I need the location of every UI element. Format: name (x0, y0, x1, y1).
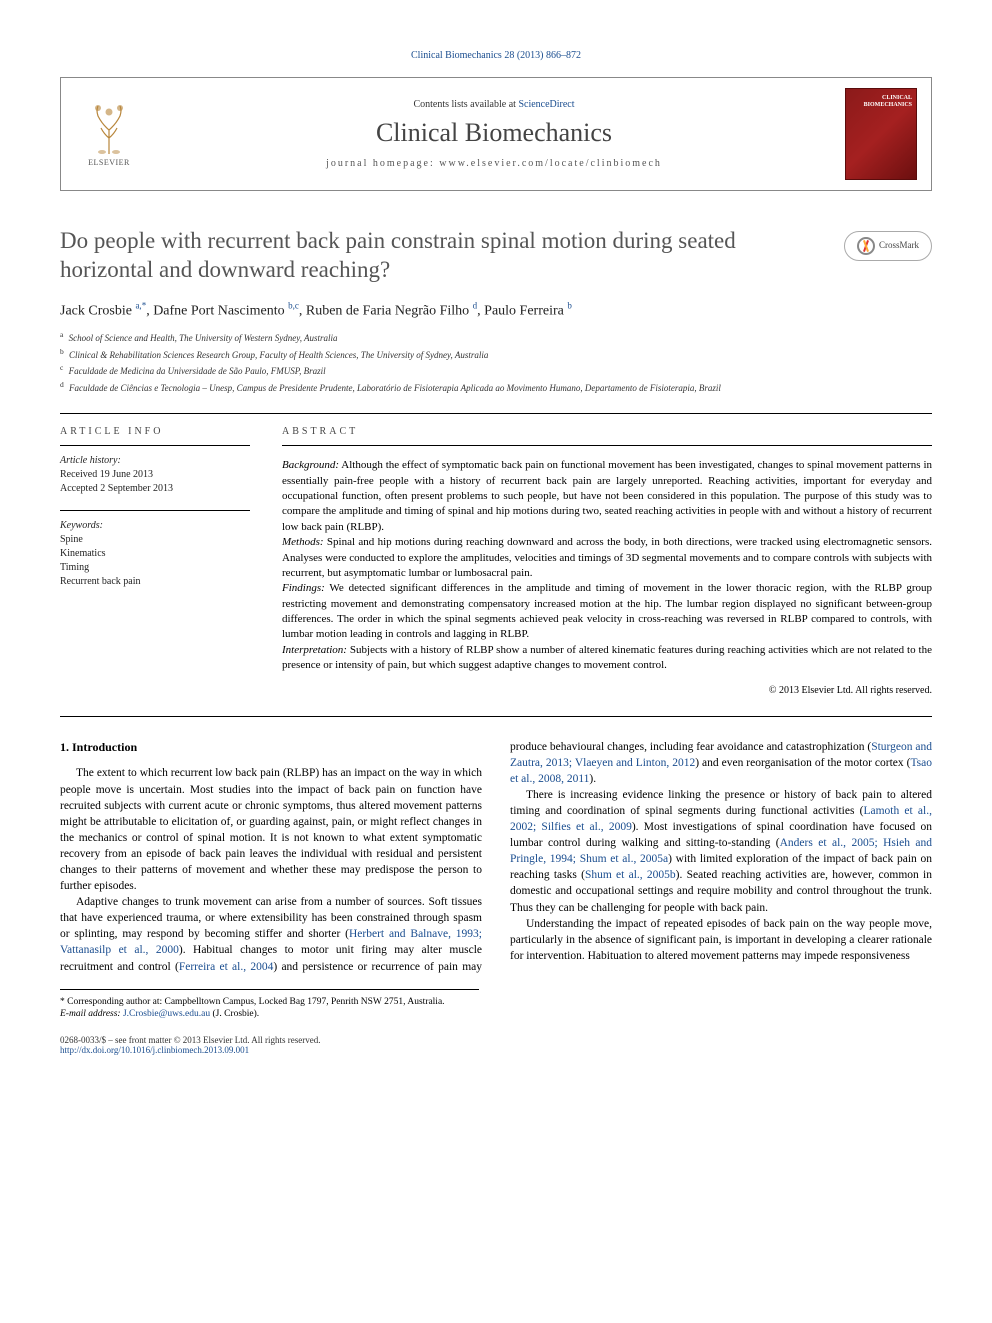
issn-line: 0268-0033/$ – see front matter © 2013 El… (60, 1035, 932, 1045)
journal-homepage: journal homepage: www.elsevier.com/locat… (143, 158, 845, 169)
elsevier-logo: ELSEVIER (75, 94, 143, 174)
footnotes: * Corresponding author at: Campbelltown … (60, 989, 479, 1022)
contents-lists-line: Contents lists available at ScienceDirec… (143, 99, 845, 110)
abstract-body: Background: Although the effect of sympt… (282, 458, 932, 697)
elsevier-wordmark: ELSEVIER (88, 158, 130, 167)
corresponding-author: * Corresponding author at: Campbelltown … (60, 996, 479, 1009)
journal-cover-thumb: CLINICALBIOMECHANICS (845, 88, 917, 180)
divider (60, 510, 250, 511)
citation-link[interactable]: et al., 2000 (119, 944, 179, 956)
body-paragraph: There is increasing evidence linking the… (510, 787, 932, 916)
divider (60, 716, 932, 717)
elsevier-tree-icon (84, 102, 134, 156)
crossmark-icon (857, 237, 875, 255)
footer-meta: 0268-0033/$ – see front matter © 2013 El… (60, 1035, 932, 1055)
author: , Paulo Ferreira b (477, 303, 572, 318)
cover-label: CLINICALBIOMECHANICS (864, 95, 912, 108)
affiliation: a School of Science and Health, The Univ… (60, 329, 932, 346)
affil-link[interactable]: b,c (288, 303, 299, 318)
divider (282, 445, 932, 446)
article-body: 1. Introduction The extent to which recu… (60, 739, 932, 975)
abstract-copyright: © 2013 Elsevier Ltd. All rights reserved… (282, 684, 932, 698)
citation-link[interactable]: Shum et al., 2005b (585, 869, 676, 881)
divider (60, 413, 932, 414)
affiliation: b Clinical & Rehabilitation Sciences Res… (60, 346, 932, 363)
author: , Dafne Port Nascimento b,c (146, 303, 299, 318)
citation-link[interactable]: Ferreira et al., 2004 (179, 961, 274, 973)
section-heading-intro: 1. Introduction (60, 739, 482, 756)
article-history: Article history: Received 19 June 2013 A… (60, 454, 250, 496)
affil-link[interactable]: b (567, 303, 572, 318)
body-paragraph: Understanding the impact of repeated epi… (510, 916, 932, 964)
top-citation-link[interactable]: Clinical Biomechanics 28 (2013) 866–872 (411, 50, 581, 61)
affiliation: d Faculdade de Ciências e Tecnologia – U… (60, 379, 932, 396)
author: , Ruben de Faria Negrão Filho d (299, 303, 477, 318)
journal-header: ELSEVIER Contents lists available at Sci… (60, 77, 932, 191)
article-info-heading: article info (60, 426, 250, 437)
doi-link[interactable]: http://dx.doi.org/10.1016/j.clinbiomech.… (60, 1045, 249, 1055)
top-citation: Clinical Biomechanics 28 (2013) 866–872 (60, 50, 932, 61)
journal-title: Clinical Biomechanics (143, 118, 845, 148)
divider (60, 445, 250, 446)
author-list: Jack Crosbie a,*, Dafne Port Nascimento … (60, 301, 932, 320)
author: Jack Crosbie a,* (60, 303, 146, 318)
affiliation: c Faculdade de Medicina da Universidade … (60, 362, 932, 379)
affiliations: a School of Science and Health, The Univ… (60, 329, 932, 395)
email-line: E-mail address: J.Crosbie@uws.edu.au (J.… (60, 1008, 479, 1021)
abstract-heading: abstract (282, 426, 932, 437)
body-paragraph: The extent to which recurrent low back p… (60, 765, 482, 894)
sciencedirect-link[interactable]: ScienceDirect (518, 99, 574, 110)
article-title: Do people with recurrent back pain const… (60, 227, 932, 285)
crossmark-badge[interactable]: CrossMark (844, 231, 932, 261)
email-link[interactable]: J.Crosbie@uws.edu.au (123, 1009, 210, 1019)
keywords-block: Keywords: Spine Kinematics Timing Recurr… (60, 519, 250, 589)
